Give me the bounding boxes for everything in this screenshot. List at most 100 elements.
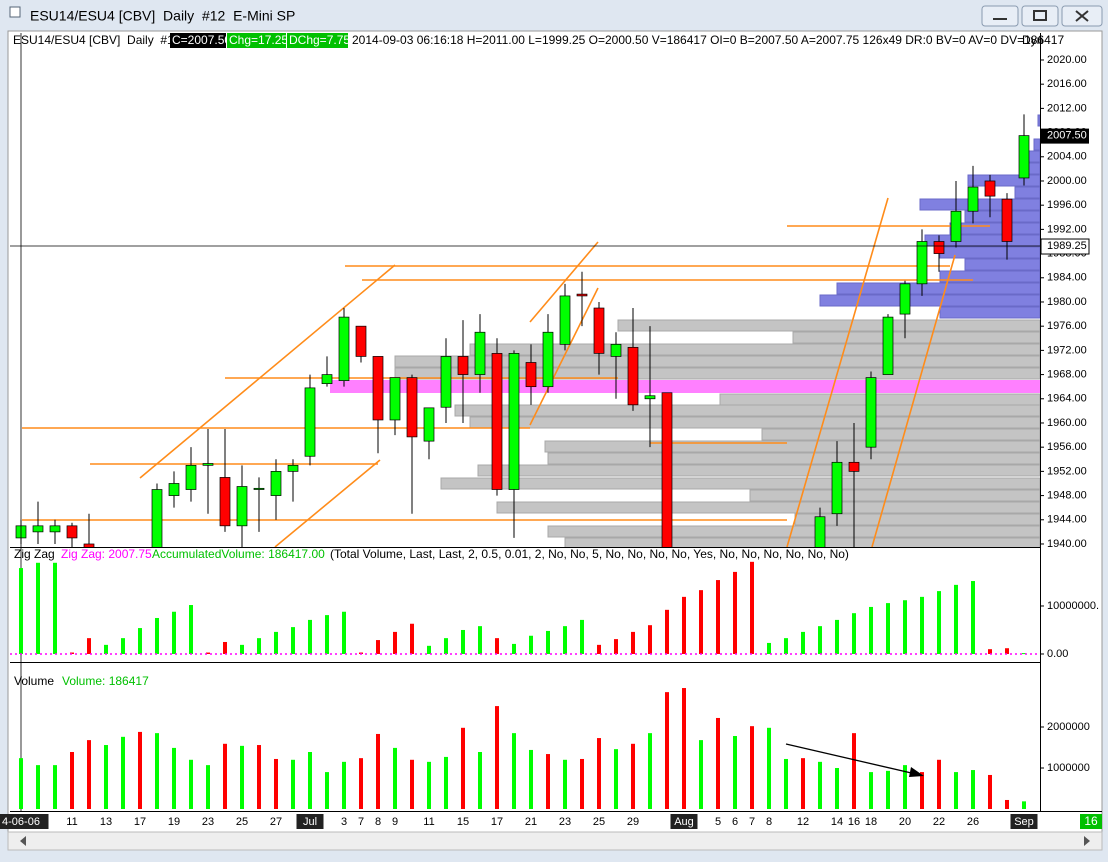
- candle-body: [338, 316, 350, 381]
- volume-bar: [478, 752, 482, 809]
- volume-bar: [138, 731, 142, 809]
- volume-bar: [274, 631, 278, 654]
- candle-body: [661, 392, 673, 547]
- volume-bar: [971, 581, 975, 654]
- volume-profile-row: [477, 464, 1040, 477]
- volume-bar: [19, 758, 23, 809]
- volume-bar: [563, 626, 567, 654]
- volume-bar: [19, 568, 23, 654]
- volume-bar: [53, 562, 57, 654]
- dchange-box: [287, 33, 348, 48]
- volume-bar: [580, 758, 584, 809]
- mode-label: Dyn: [1022, 33, 1043, 47]
- volume-bar: [87, 638, 91, 654]
- y-tick-label: 1964.00: [1047, 393, 1087, 405]
- scroll-right[interactable]: [1084, 836, 1090, 846]
- volume-bar: [308, 752, 312, 809]
- x-tick-label: 19: [168, 816, 180, 828]
- candle-body: [848, 461, 860, 472]
- y-tick-label: 2012.00: [1047, 102, 1087, 114]
- x-tick-label: 11: [66, 816, 77, 828]
- volume-bar: [937, 759, 941, 809]
- candle-body: [644, 395, 656, 400]
- volume-bar: [393, 631, 397, 654]
- annotation-arrow: [785, 743, 921, 776]
- candle-body: [151, 489, 163, 547]
- volume-bar: [665, 692, 669, 809]
- candle-body: [491, 353, 503, 490]
- candle-body: [916, 241, 928, 285]
- volume-profile-row: [719, 393, 1040, 406]
- volume-bar: [835, 619, 839, 654]
- y-tick-label: 1984.00: [1047, 272, 1087, 284]
- volume-bar: [257, 745, 261, 809]
- volume-bar: [682, 688, 686, 809]
- x-tick-label: Sep: [1014, 816, 1034, 828]
- trend-line: [871, 254, 956, 547]
- close-box: [170, 33, 226, 48]
- candle-body: [967, 186, 979, 212]
- volume-bar: [597, 738, 601, 809]
- volume-bar: [920, 596, 924, 654]
- volume-title: Volume: [14, 674, 54, 688]
- x-tick-label: 15: [457, 816, 469, 828]
- dchange-label: DChg=7.75: [289, 33, 350, 47]
- volume-profile-row: [949, 222, 1040, 235]
- value-area-row: [330, 380, 1040, 393]
- change-label: Chg=17.25: [229, 33, 288, 47]
- volume-bar: [954, 584, 958, 654]
- volume-bar: [614, 639, 618, 654]
- volume-bar: [325, 615, 329, 654]
- price-decorations: [22, 114, 1040, 547]
- volume-bar: [801, 631, 805, 654]
- volume-profile-row: [939, 270, 1040, 283]
- volume-bar: [291, 627, 295, 654]
- candle-body: [253, 487, 265, 490]
- volume-profile-row: [836, 282, 1040, 295]
- close-icon: [1075, 10, 1089, 22]
- volume-profile-row: [761, 428, 1040, 441]
- volume-bar: [597, 644, 601, 654]
- candle-body: [49, 525, 61, 533]
- volume-profile-row: [794, 513, 1040, 526]
- volume-bar: [393, 747, 397, 809]
- scroll-left[interactable]: [20, 836, 26, 846]
- y-tick-label: 1952.00: [1047, 465, 1087, 477]
- volume-bar: [988, 649, 992, 654]
- scrollbar[interactable]: [7, 831, 1103, 851]
- y-tick-label: 1976.00: [1047, 320, 1087, 332]
- minimize-button[interactable]: [981, 5, 1019, 27]
- x-tick-label: 3: [341, 816, 347, 828]
- volume-bar: [954, 772, 958, 809]
- candle-body: [202, 463, 214, 466]
- volume-bar: [427, 645, 431, 654]
- x-tick-label: 12: [797, 816, 809, 828]
- status-box: [1080, 814, 1102, 829]
- trend-line: [139, 264, 396, 479]
- y-tick-label: 1956.00: [1047, 441, 1087, 453]
- volume-profile-row: [564, 537, 1040, 547]
- volume-bar: [461, 629, 465, 654]
- maximize-button[interactable]: [1021, 5, 1059, 27]
- volume-bar: [750, 561, 754, 654]
- y-tick-label: 2000.00: [1047, 175, 1087, 187]
- volume-bar: [1022, 801, 1026, 809]
- volume-bar: [121, 638, 125, 654]
- volume-bar: [427, 761, 431, 809]
- quote-details: 2014-09-03 06:16:18 H=2011.00 L=1999.25 …: [352, 33, 1064, 47]
- volume-bar: [104, 745, 108, 809]
- zigzag-value: Zig Zag: 2007.75: [61, 547, 152, 561]
- volume-bar: [240, 745, 244, 809]
- x-tick-label: 8: [375, 816, 381, 828]
- volume-bar: [614, 749, 618, 809]
- x-label-box: [670, 814, 698, 829]
- volume-profile-row: [454, 404, 1040, 417]
- cursor-price-label: 1989.25: [1047, 240, 1087, 252]
- last-price-box: [1041, 128, 1089, 144]
- x-tick-label: 13: [100, 816, 112, 828]
- volume-profile-row: [939, 306, 1040, 319]
- maximize-icon: [1033, 10, 1047, 21]
- x-tick-label: 23: [202, 816, 214, 828]
- trend-line: [529, 241, 599, 323]
- volume-profile-row: [749, 489, 1040, 502]
